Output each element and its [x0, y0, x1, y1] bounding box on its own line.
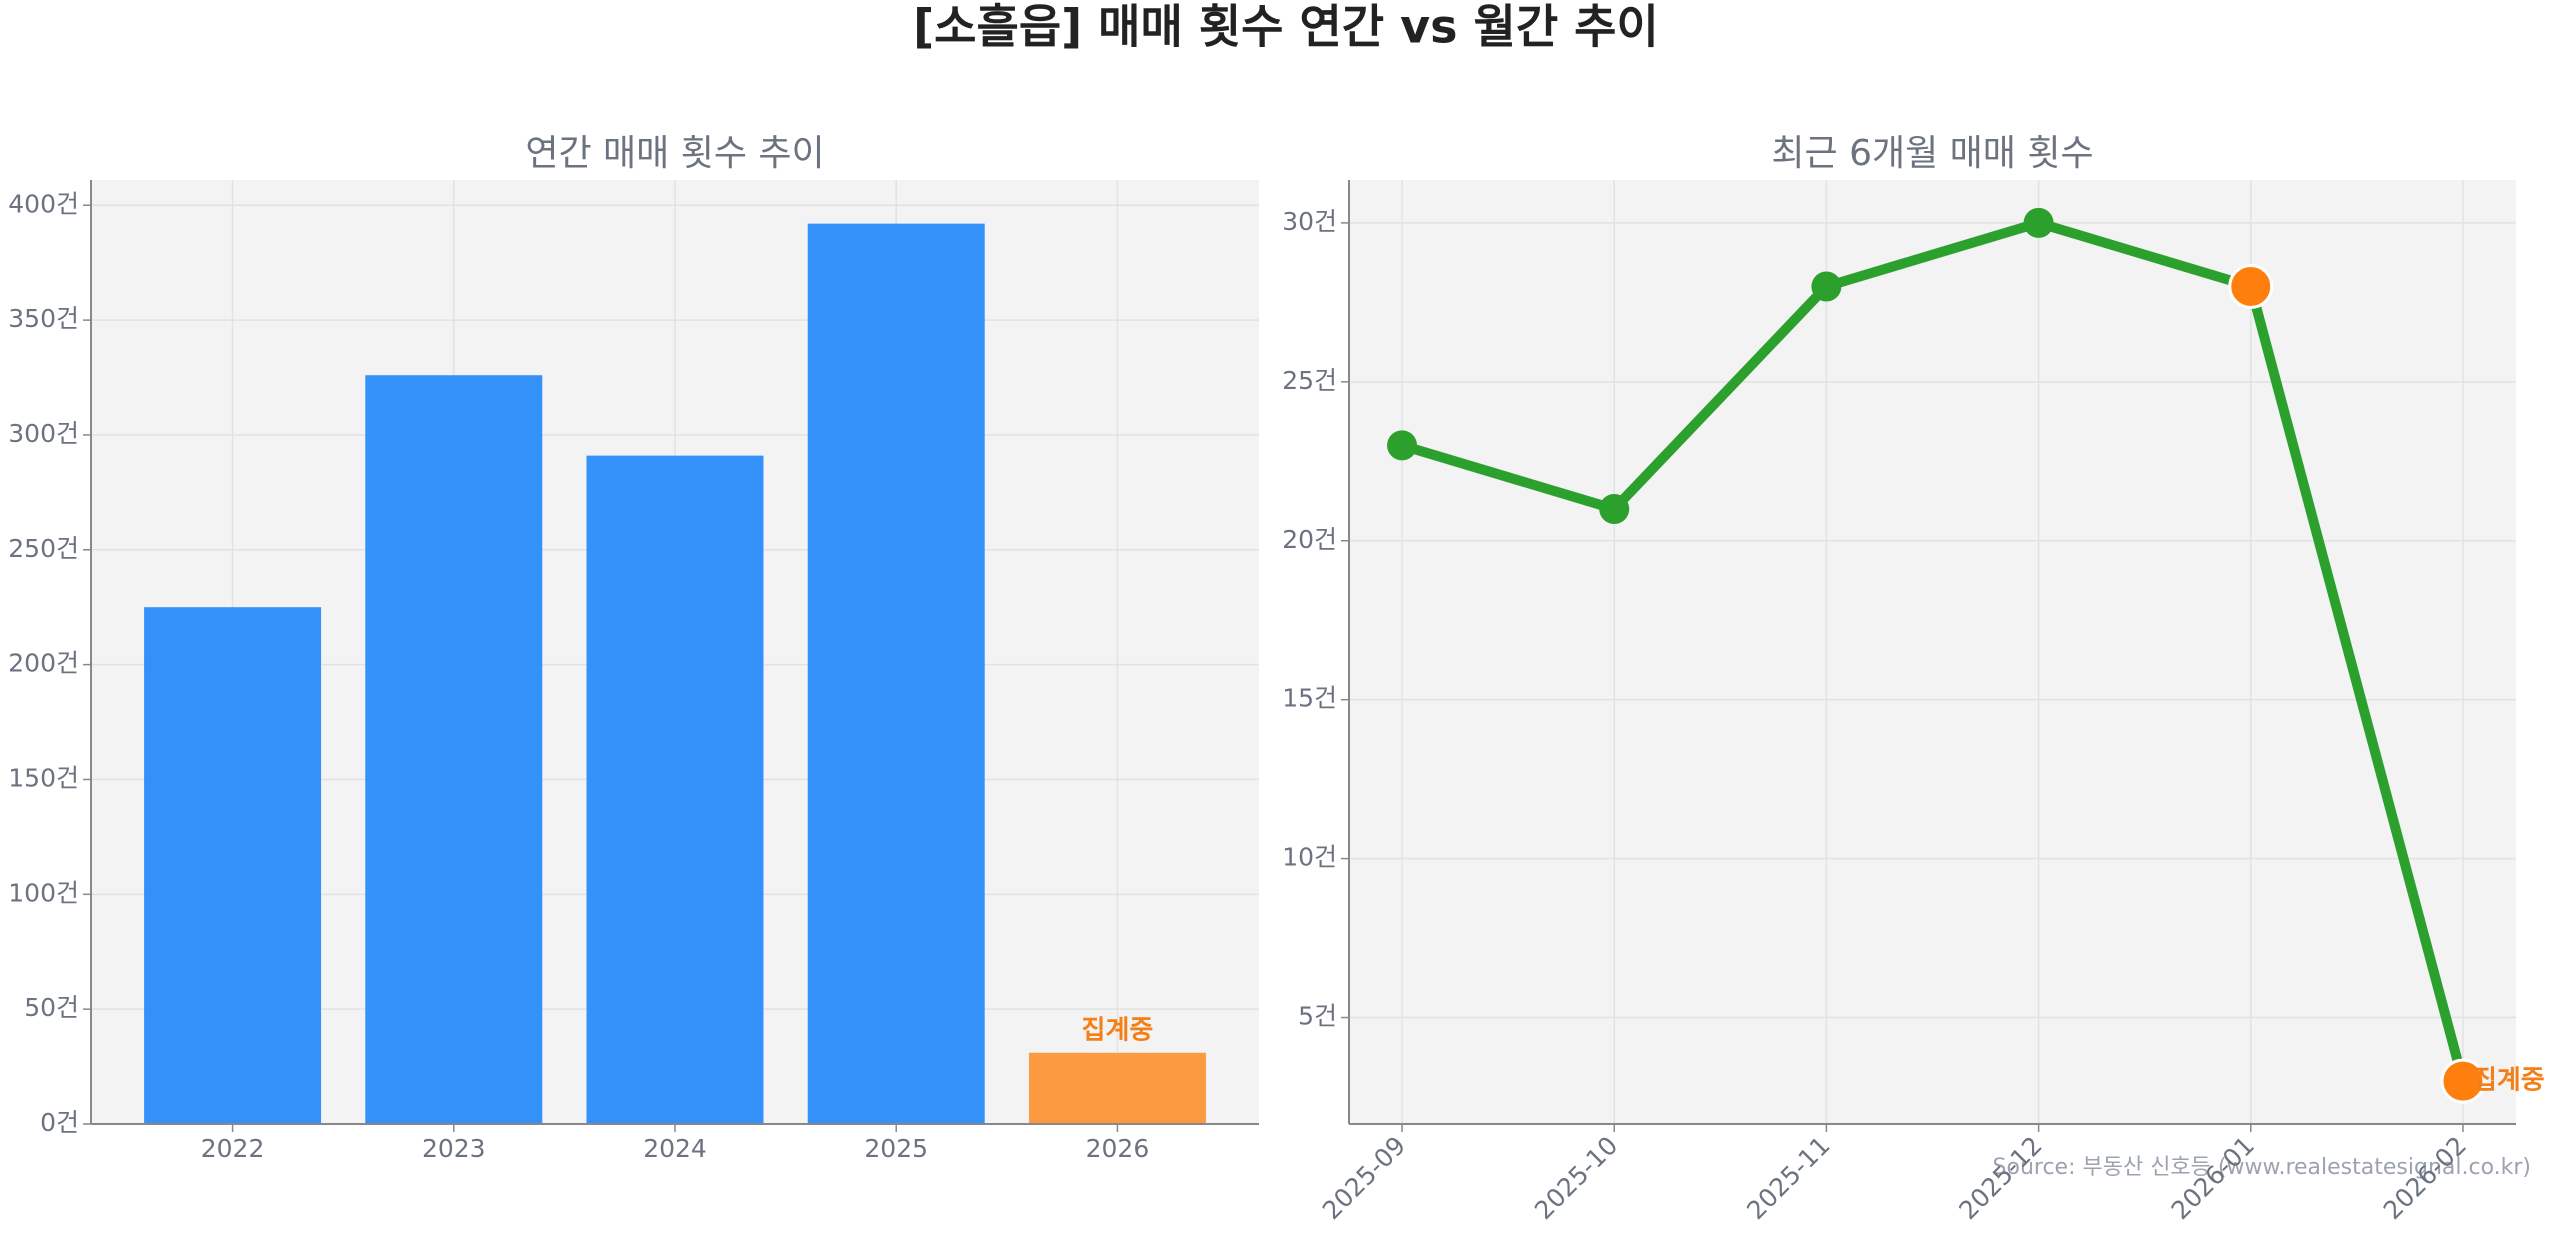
y-tick-label: 5건	[1298, 1002, 1337, 1031]
line	[1400, 217, 2468, 1083]
y-tick-label: 20건	[1282, 525, 1337, 554]
y-tick-label: 350건	[8, 304, 79, 333]
y-tick-label: 250건	[8, 534, 79, 563]
bar	[365, 375, 543, 1124]
x-tick-label: 2025-11	[1741, 1131, 1835, 1225]
annotation: 집계중	[2473, 1066, 2545, 1096]
bar	[807, 223, 985, 1125]
plot-area	[1349, 180, 2516, 1124]
x-tick-label: 2026	[1086, 1134, 1150, 1163]
marker	[2228, 263, 2274, 309]
y-tick-label: 300건	[8, 419, 79, 448]
marker	[1599, 493, 1630, 524]
bar	[144, 607, 322, 1124]
bar	[1028, 1052, 1206, 1124]
x-tick-label: 2022	[201, 1134, 265, 1163]
bar	[586, 455, 764, 1124]
y-tick-label: 100건	[8, 878, 79, 907]
subplot-title: 연간 매매 횟수 추이	[525, 133, 824, 174]
y-tick-label: 10건	[1282, 843, 1337, 872]
chart-title: [소흘읍] 매매 횟수 연간 vs 월간 추이	[913, 0, 1659, 54]
marker	[2440, 1058, 2486, 1104]
x-tick-label: 2024	[643, 1134, 707, 1163]
y-tick-label: 0건	[40, 1108, 79, 1137]
y-tick-label: 30건	[1282, 207, 1337, 236]
y-tick-label: 400건	[8, 189, 79, 218]
x-tick-label: 2025-09	[1317, 1131, 1411, 1225]
y-tick-label: 150건	[8, 763, 79, 792]
y-tick-label: 15건	[1282, 684, 1337, 713]
y-tick-label: 50건	[24, 993, 79, 1022]
source: Source: 부동산 신호등 (www.realestatesignal.co…	[1993, 1155, 2531, 1180]
x-tick-label: 2023	[422, 1134, 486, 1163]
marker	[1811, 271, 1842, 302]
x-tick-label: 2025	[864, 1134, 928, 1163]
marker	[2023, 207, 2054, 238]
subplot-title: 최근 6개월 매매 횟수	[1771, 133, 2093, 174]
y-tick-label: 200건	[8, 649, 79, 678]
y-tick-label: 25건	[1282, 366, 1337, 395]
x-tick-label: 2025-10	[1529, 1131, 1623, 1225]
marker	[1387, 430, 1418, 461]
annotation: 집계중	[1082, 1015, 1154, 1045]
